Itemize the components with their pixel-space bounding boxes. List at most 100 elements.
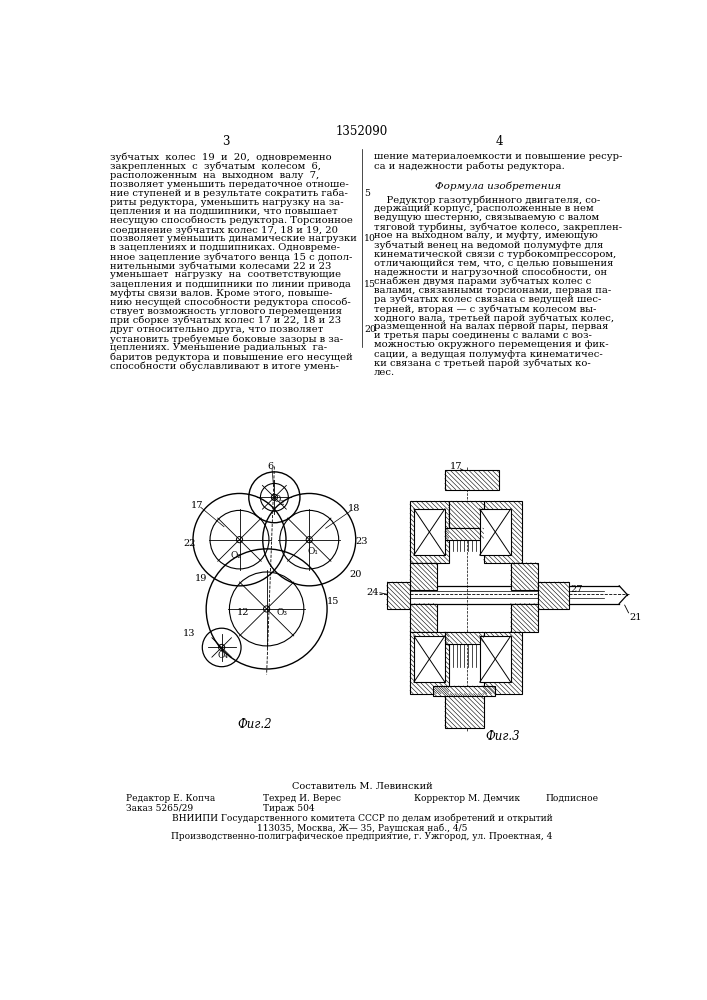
Text: Редактор Е. Копча: Редактор Е. Копча: [126, 794, 215, 803]
Text: отличающийся тем, что, с целью повышения: отличающийся тем, что, с целью повышения: [373, 259, 613, 268]
Text: Техред И. Верес: Техред И. Верес: [263, 794, 341, 803]
Text: закрепленных  с  зубчатым  колесом  6,: закрепленных с зубчатым колесом 6,: [110, 161, 321, 171]
Text: 17: 17: [450, 462, 462, 471]
Bar: [445, 528, 484, 540]
Text: 20: 20: [364, 325, 376, 334]
Text: Фиг.3: Фиг.3: [486, 730, 520, 742]
Text: 12: 12: [237, 608, 250, 617]
Bar: [538, 582, 569, 609]
Text: позволяет уменьшить динамические нагрузки: позволяет уменьшить динамические нагрузк…: [110, 234, 357, 243]
Text: 23: 23: [356, 537, 368, 546]
Text: ходного вала, третьей парой зубчатых колес,: ходного вала, третьей парой зубчатых кол…: [373, 313, 614, 323]
Text: Фиг.2: Фиг.2: [238, 718, 272, 731]
Bar: [510, 604, 538, 632]
Bar: [445, 694, 484, 728]
Text: O₂: O₂: [230, 551, 241, 560]
Text: соединение зубчатых колес 17, 18 и 19, 20: соединение зубчатых колес 17, 18 и 19, 2…: [110, 225, 338, 235]
Text: Составитель М. Левинский: Составитель М. Левинский: [292, 782, 432, 791]
Bar: [410, 604, 437, 632]
Text: держащий корпус, расположенные в нем: держащий корпус, расположенные в нем: [373, 204, 593, 213]
Text: ное на выходном валу, и муфту, имеющую: ное на выходном валу, и муфту, имеющую: [373, 231, 597, 240]
Text: цеплениях. Уменьшение радиальных  га-: цеплениях. Уменьшение радиальных га-: [110, 343, 327, 352]
Text: снабжен двумя парами зубчатых колес с: снабжен двумя парами зубчатых колес с: [373, 277, 591, 286]
Bar: [480, 509, 510, 555]
Text: зубчатых  колес  19  и  20,  одновременно: зубчатых колес 19 и 20, одновременно: [110, 152, 332, 162]
Text: шение материалоемкости и повышение ресур-: шение материалоемкости и повышение ресур…: [373, 152, 622, 161]
Text: 17: 17: [191, 500, 203, 510]
Text: в зацеплениях и подшипниках. Одновреме-: в зацеплениях и подшипниках. Одновреме-: [110, 243, 340, 252]
Bar: [410, 563, 437, 590]
Text: 25: 25: [497, 516, 509, 525]
Text: нию несущей способности редуктора способ-: нию несущей способности редуктора способ…: [110, 298, 351, 307]
Text: 22: 22: [446, 703, 459, 712]
Text: ведущую шестерню, связываемую с валом: ведущую шестерню, связываемую с валом: [373, 213, 599, 222]
Text: Тираж 504: Тираж 504: [263, 804, 315, 813]
Text: нительными зубчатыми колесами 22 и 23: нительными зубчатыми колесами 22 и 23: [110, 261, 332, 271]
Text: O₃: O₃: [276, 608, 288, 617]
Text: 21: 21: [629, 613, 642, 622]
Bar: [410, 501, 449, 563]
Text: способности обуславливают в итоге умень-: способности обуславливают в итоге умень-: [110, 361, 339, 371]
Text: уменьшает  нагрузку  на  соответствующие: уменьшает нагрузку на соответствующие: [110, 270, 341, 279]
Text: ствует возможность углового перемещения: ствует возможность углового перемещения: [110, 307, 342, 316]
Text: ра зубчатых колес связана с ведущей шес-: ра зубчатых колес связана с ведущей шес-: [373, 295, 601, 304]
Bar: [414, 636, 445, 682]
Text: нное зацепление зубчатого венца 15 с допол-: нное зацепление зубчатого венца 15 с доп…: [110, 252, 353, 262]
Text: са и надежности работы редуктора.: са и надежности работы редуктора.: [373, 161, 564, 171]
Text: 15: 15: [327, 597, 339, 606]
Text: кинематической связи с турбокомпрессором,: кинематической связи с турбокомпрессором…: [373, 250, 616, 259]
Bar: [449, 501, 484, 528]
Text: муфты связи валов. Кроме этого, повыше-: муфты связи валов. Кроме этого, повыше-: [110, 289, 332, 298]
Text: Подписное: Подписное: [546, 794, 599, 803]
Bar: [484, 501, 522, 563]
Text: O: O: [273, 495, 281, 504]
Text: O₁: O₁: [308, 547, 319, 556]
Text: 18: 18: [348, 504, 361, 513]
Bar: [414, 509, 445, 555]
Text: ки связана с третьей парой зубчатых ко-: ки связана с третьей парой зубчатых ко-: [373, 359, 590, 368]
Text: Заказ 5265/29: Заказ 5265/29: [126, 804, 193, 813]
Text: 26: 26: [446, 695, 459, 704]
Text: 6: 6: [267, 462, 274, 471]
Bar: [510, 563, 538, 590]
Bar: [445, 632, 484, 644]
Text: Корректор М. Демчик: Корректор М. Демчик: [414, 794, 520, 803]
Text: ВНИИПИ Государственного комитета СССР по делам изобретений и открытий: ВНИИПИ Государственного комитета СССР по…: [172, 814, 552, 823]
Text: 15: 15: [364, 280, 376, 289]
Text: 3: 3: [222, 135, 229, 148]
Text: можностью окружного перемещения и фик-: можностью окружного перемещения и фик-: [373, 340, 608, 349]
Text: надежности и нагрузочной способности, он: надежности и нагрузочной способности, он: [373, 268, 607, 277]
Text: 1352090: 1352090: [336, 125, 388, 138]
Text: 5: 5: [364, 189, 370, 198]
Text: 2: 2: [280, 499, 284, 507]
Text: размещенной на валах первой пары, первая: размещенной на валах первой пары, первая: [373, 322, 608, 331]
Bar: [433, 686, 495, 696]
Text: Редуктор газотурбинного двигателя, со-: Редуктор газотурбинного двигателя, со-: [373, 195, 600, 205]
Text: зацепления и подшипники по линии привода: зацепления и подшипники по линии привода: [110, 280, 351, 289]
Text: при сборке зубчатых колес 17 и 22, 18 и 23: при сборке зубчатых колес 17 и 22, 18 и …: [110, 316, 341, 325]
Text: 22: 22: [183, 539, 195, 548]
Text: сации, а ведущая полумуфта кинематичес-: сации, а ведущая полумуфта кинематичес-: [373, 350, 602, 359]
Bar: [484, 632, 522, 694]
Bar: [410, 632, 449, 694]
Text: 13: 13: [183, 629, 195, 638]
Text: друг относительно друга, что позволяет: друг относительно друга, что позволяет: [110, 325, 323, 334]
Text: риты редуктора, уменьшить нагрузку на за-: риты редуктора, уменьшить нагрузку на за…: [110, 198, 344, 207]
Bar: [480, 636, 510, 682]
Text: и третья пары соединены с валами с воз-: и третья пары соединены с валами с воз-: [373, 331, 592, 340]
Text: несущую способность редуктора. Торсионное: несущую способность редуктора. Торсионно…: [110, 216, 353, 225]
Text: 4: 4: [496, 135, 503, 148]
Text: валами, связанными торсионами, первая па-: валами, связанными торсионами, первая па…: [373, 286, 611, 295]
Text: ние ступеней и в результате сократить габа-: ние ступеней и в результате сократить га…: [110, 189, 348, 198]
Text: расположенным  на  выходном  валу  7,: расположенным на выходном валу 7,: [110, 171, 320, 180]
Text: O₄: O₄: [218, 651, 229, 660]
Text: Производственно-полиграфическое предприятие, г. Ужгород, ул. Проектная, 4: Производственно-полиграфическое предприя…: [171, 832, 553, 841]
Text: 10: 10: [364, 234, 376, 243]
Text: Формула изобретения: Формула изобретения: [436, 181, 561, 191]
Text: баритов редуктора и повышение его несущей: баритов редуктора и повышение его несуще…: [110, 352, 353, 362]
Text: цепления и на подшипники, что повышает: цепления и на подшипники, что повышает: [110, 207, 338, 216]
Text: 113035, Москва, Ж— 35, Раушская наб., 4/5: 113035, Москва, Ж— 35, Раушская наб., 4/…: [257, 823, 467, 833]
Text: терней, вторая — с зубчатым колесом вы-: терней, вторая — с зубчатым колесом вы-: [373, 304, 596, 314]
Text: установить требуемые боковые зазоры в за-: установить требуемые боковые зазоры в за…: [110, 334, 343, 344]
Text: 27: 27: [571, 585, 583, 594]
